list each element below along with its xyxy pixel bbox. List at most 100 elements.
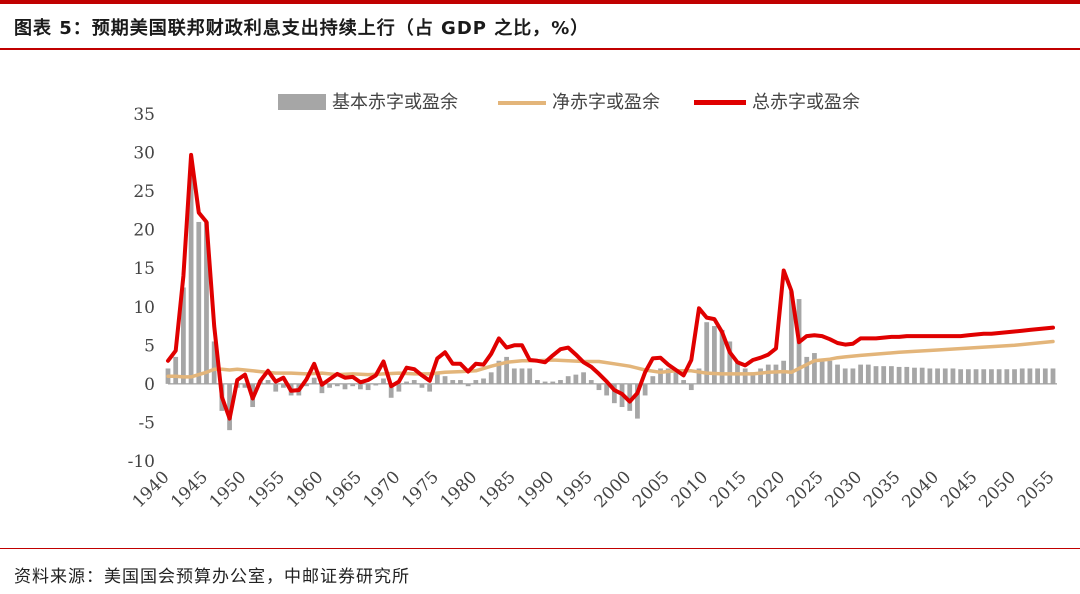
legend-label-net-balance: 净赤字或盈余: [552, 92, 660, 113]
bar: [827, 360, 833, 384]
bar: [727, 341, 733, 384]
bar: [496, 360, 502, 384]
bar: [904, 366, 910, 384]
x-tick-label: 1955: [244, 467, 289, 512]
x-tick-label: 2035: [860, 467, 905, 512]
bar: [627, 383, 633, 411]
bar: [373, 383, 379, 386]
bar: [788, 291, 794, 384]
bar: [388, 383, 394, 398]
x-tick-label: 1995: [552, 467, 597, 512]
bar: [912, 367, 917, 384]
x-tick-label: 1990: [514, 467, 559, 512]
legend: 基本赤字或盈余 净赤字或盈余 总赤字或盈余: [0, 88, 1080, 118]
bar: [273, 383, 279, 392]
line-series: [166, 152, 1055, 421]
bar: [1035, 368, 1040, 384]
bar: [919, 367, 925, 384]
bar: [473, 380, 479, 384]
bar: [265, 380, 271, 384]
bar: [196, 221, 202, 384]
x-tick-label: 2040: [898, 467, 943, 512]
bar: [396, 383, 402, 392]
bar: [927, 368, 933, 384]
bar: [896, 366, 902, 384]
bar: [696, 368, 702, 384]
bar: [188, 164, 194, 384]
bar: [519, 368, 525, 384]
bar: [434, 372, 440, 384]
y-tick-label: 5: [144, 336, 155, 356]
bar: [842, 368, 848, 384]
x-axis: 1940194519501955196019651970197519801985…: [129, 383, 1059, 512]
bar: [211, 341, 217, 384]
bar: [604, 383, 610, 396]
bar: [719, 329, 725, 384]
x-tick-label: 1940: [129, 467, 174, 512]
bar: [350, 383, 356, 387]
bar: [1004, 369, 1010, 384]
bar: [488, 372, 494, 384]
bar: [404, 381, 409, 384]
y-tick-label: 15: [133, 259, 155, 279]
bar: [458, 380, 463, 384]
bar: [334, 383, 340, 387]
bar: [527, 368, 533, 384]
bar: [742, 368, 748, 384]
x-tick-label: 1975: [398, 467, 443, 512]
bar: [611, 383, 617, 404]
source-divider: [0, 548, 1080, 549]
bar: [1042, 368, 1048, 384]
bar: [658, 368, 663, 384]
bar: [173, 356, 179, 384]
bar: [835, 364, 840, 384]
bar: [365, 383, 371, 391]
bar: [381, 378, 386, 384]
bar: [442, 376, 448, 384]
bar: [204, 221, 209, 384]
y-tick-label: 30: [133, 144, 155, 164]
bar: [1050, 368, 1056, 384]
bar: [588, 380, 594, 384]
bar: [765, 364, 771, 384]
bar: [504, 356, 509, 384]
y-tick-label: 10: [133, 298, 155, 318]
legend-swatch-bar: [278, 94, 326, 110]
bar: [942, 368, 948, 384]
bar: [281, 383, 286, 388]
bar: [858, 364, 863, 384]
legend-swatch-net-line: [498, 101, 546, 105]
y-axis: 35 30 25 20 15 10 5 0 -5 -10: [128, 105, 155, 472]
y-tick-label: 35: [133, 105, 155, 125]
bar: [881, 366, 887, 384]
total-balance-line: [166, 152, 1055, 421]
x-tick-label: 1960: [283, 467, 328, 512]
bar: [758, 368, 763, 384]
x-tick-label: 2055: [1014, 467, 1059, 512]
x-tick-label: 1950: [206, 467, 251, 512]
bar: [704, 322, 710, 384]
bar: [596, 383, 602, 391]
title-divider: [0, 48, 1080, 50]
x-tick-label: 1945: [167, 467, 212, 512]
x-tick-label: 2010: [667, 467, 712, 512]
bar: [712, 326, 717, 384]
bar: [804, 356, 810, 384]
legend-label-total-balance: 总赤字或盈余: [752, 92, 860, 113]
bar: [558, 380, 563, 384]
bar: [542, 381, 548, 384]
y-tick-label: -5: [138, 413, 155, 433]
bar: [935, 368, 940, 384]
y-tick-label: -10: [128, 452, 155, 472]
bar: [550, 381, 556, 384]
bar: [481, 378, 486, 384]
bar: [773, 364, 779, 384]
legend-swatch-total-line: [694, 100, 746, 105]
bar: [973, 369, 979, 384]
bar: [989, 369, 994, 384]
bar: [750, 372, 756, 384]
bar: [981, 369, 987, 384]
bar: [812, 353, 817, 384]
figure-title: 图表 5：预期美国联邦财政利息支出持续上行（占 GDP 之比，%）: [14, 18, 590, 39]
bar: [889, 366, 894, 384]
